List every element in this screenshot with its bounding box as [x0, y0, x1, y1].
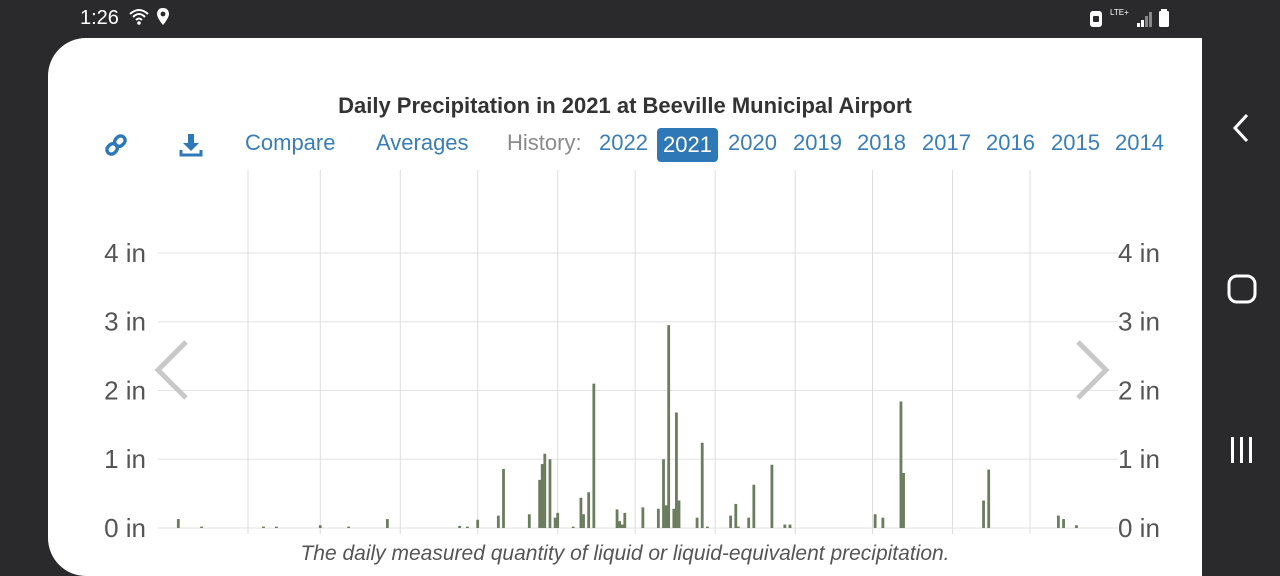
precip-bar: [695, 517, 699, 528]
year-2020[interactable]: 2020: [728, 130, 777, 155]
y-tick-label-right: 3 in: [1118, 307, 1160, 337]
precip-bar: [318, 525, 322, 528]
precip-bar: [700, 442, 704, 528]
precip-bar: [274, 526, 278, 528]
chart-card: Daily Precipitation in 2021 at Beeville …: [48, 38, 1202, 576]
prev-arrow-icon[interactable]: [154, 340, 188, 400]
precip-bar: [527, 514, 531, 528]
year-2017[interactable]: 2017: [922, 130, 971, 155]
y-tick-label-left: 2 in: [104, 375, 146, 405]
precip-bar: [615, 509, 619, 528]
precip-bar: [620, 524, 624, 528]
precip-bar: [705, 526, 709, 528]
status-time: 1:26: [80, 7, 119, 29]
precip-bar: [571, 526, 575, 528]
precip-bar: [987, 469, 991, 528]
y-tick-label-left: 4 in: [104, 238, 146, 268]
precip-bar: [982, 500, 985, 528]
precip-bar: [664, 505, 668, 528]
precip-bar: [262, 526, 265, 528]
precip-bar: [729, 515, 733, 528]
precip-bar: [1056, 515, 1060, 528]
recent-apps-icon[interactable]: [1228, 434, 1256, 466]
precip-bar: [881, 517, 885, 528]
precip-bar: [538, 479, 542, 528]
precip-bar: [788, 524, 792, 528]
y-tick-label-right: 0 in: [1118, 513, 1160, 538]
precip-bar: [587, 492, 591, 528]
precip-bar: [548, 459, 552, 528]
y-tick-label-left: 1 in: [104, 444, 146, 474]
precip-bar: [496, 515, 500, 528]
y-tick-label-right: 2 in: [1118, 375, 1160, 405]
y-tick-label-right: 1 in: [1118, 444, 1160, 474]
compare-link[interactable]: Compare: [245, 130, 336, 155]
y-tick-label-left: 3 in: [104, 307, 146, 337]
precip-bar: [672, 508, 676, 528]
precip-bar: [592, 383, 596, 528]
back-icon[interactable]: [1230, 112, 1252, 144]
precip-bar: [788, 526, 792, 528]
precip-bar: [656, 508, 660, 528]
precip-bar: [458, 525, 462, 528]
precip-bar: [667, 325, 671, 528]
precip-bar: [677, 500, 681, 528]
next-arrow-icon[interactable]: [1076, 340, 1110, 400]
precip-bar: [902, 472, 905, 528]
precip-bar: [347, 526, 351, 528]
network-type: LTE+: [1110, 8, 1129, 17]
precip-bar: [770, 464, 774, 528]
precip-bar: [502, 468, 505, 528]
precip-bar: [736, 526, 740, 528]
year-2021-selected[interactable]: 2021: [657, 128, 718, 162]
precip-bar: [675, 412, 678, 528]
link-icon[interactable]: [103, 132, 129, 158]
precip-bar: [873, 514, 877, 528]
download-icon[interactable]: [178, 132, 204, 158]
precip-bar: [1075, 525, 1078, 528]
precip-bar: [385, 519, 389, 528]
precip-bar: [734, 503, 738, 528]
year-2018[interactable]: 2018: [857, 130, 906, 155]
year-2019[interactable]: 2019: [793, 130, 842, 155]
chart-caption: The daily measured quantity of liquid or…: [300, 542, 950, 565]
precip-bar: [476, 519, 480, 528]
wifi-icon: [129, 9, 149, 25]
battery-icon: [1159, 9, 1169, 27]
precip-bar: [747, 517, 751, 528]
precip-bar: [540, 464, 544, 528]
home-icon[interactable]: [1226, 273, 1258, 305]
year-2022[interactable]: 2022: [599, 130, 648, 155]
year-2015[interactable]: 2015: [1051, 130, 1100, 155]
chart-title: Daily Precipitation in 2021 at Beeville …: [338, 93, 912, 118]
precip-bar: [752, 484, 756, 528]
precip-bar: [618, 521, 622, 528]
precip-bar: [556, 512, 560, 528]
sim-card-icon: [1090, 11, 1102, 27]
averages-link[interactable]: Averages: [376, 130, 469, 155]
precip-bar: [543, 453, 547, 528]
year-2014[interactable]: 2014: [1115, 130, 1164, 155]
precip-bar: [176, 519, 180, 528]
precip-bar: [623, 512, 627, 528]
precip-bar: [899, 401, 903, 528]
status-bar: 1:26 LTE+: [0, 0, 1280, 38]
precip-bar: [553, 517, 557, 528]
precip-bar: [1062, 519, 1065, 528]
y-tick-label-left: 0 in: [104, 513, 146, 538]
precip-bar: [783, 524, 787, 528]
precip-bar: [641, 507, 645, 528]
location-icon: [157, 8, 169, 25]
precip-bar: [582, 514, 585, 528]
precip-bar: [662, 459, 665, 528]
precip-bar: [465, 526, 469, 528]
navigation-bar: [1202, 38, 1280, 576]
precipitation-chart: 0 in 0 in 1 in 1 in 2 in 2 in 3 in 3 in 4 in 4 in…: [104, 170, 1160, 538]
precip-bar: [579, 497, 583, 528]
precip-bar: [200, 526, 203, 528]
y-tick-label-right: 4 in: [1118, 238, 1160, 268]
signal-icon: [1137, 12, 1152, 27]
history-label: History:: [507, 130, 582, 155]
year-2016[interactable]: 2016: [986, 130, 1035, 155]
